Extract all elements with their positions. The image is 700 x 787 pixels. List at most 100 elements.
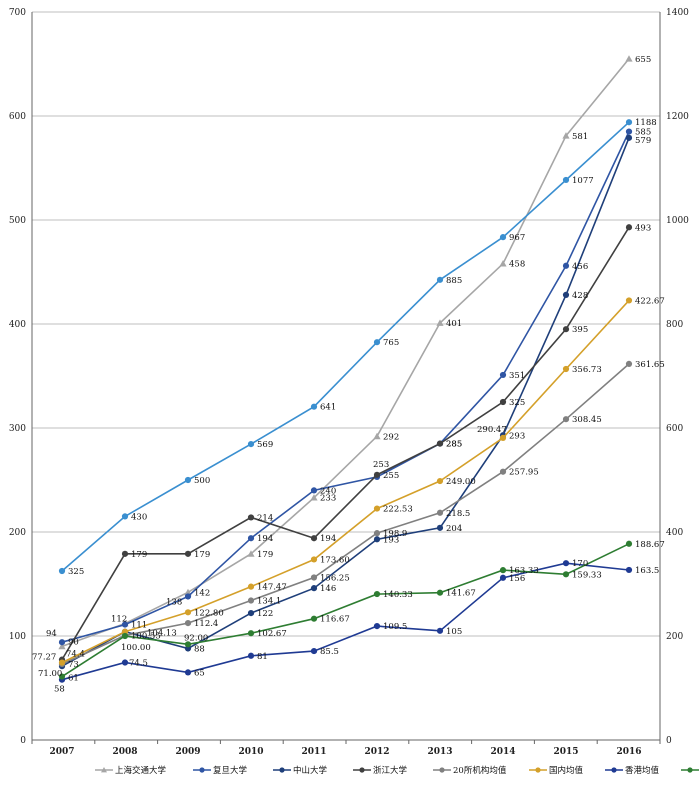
- series-0-point: [58, 642, 66, 650]
- series-4-point: [373, 530, 381, 537]
- data-label: 292: [383, 432, 399, 442]
- series-6-point: [310, 647, 318, 655]
- data-label: 285: [446, 440, 462, 450]
- y2-tick-label: 200: [666, 632, 683, 642]
- data-label: 218.5: [446, 509, 470, 519]
- legend-item: 浙江大学: [353, 765, 408, 776]
- series-6-point: [436, 627, 444, 634]
- legend-swatch-marker: [687, 767, 693, 773]
- series-5-point: [121, 628, 129, 635]
- x-tick-label: 2013: [427, 747, 452, 757]
- series-1-point: [310, 487, 318, 494]
- series-2-point: [247, 610, 255, 617]
- data-labels: 90 112 142 179 233 292 401 458 581 655 94 111 138 194…: [32, 55, 665, 695]
- series-8-point: [499, 234, 507, 241]
- series-2-point: [436, 524, 444, 531]
- series-7-point: [436, 589, 444, 596]
- legend-label: 上海交通大学: [115, 765, 167, 776]
- y2-tick-label: 800: [666, 320, 683, 330]
- data-label: 74.5: [129, 659, 148, 669]
- series-2-point: [625, 134, 633, 141]
- data-label: 214: [257, 513, 273, 523]
- series-6-point: [562, 560, 570, 567]
- data-label: 422.67: [635, 296, 665, 306]
- series-4-point: [625, 360, 633, 367]
- y-tick-label: 600: [9, 112, 26, 122]
- data-label: 85.5: [320, 647, 339, 657]
- data-label: 257.95: [509, 468, 539, 478]
- series-7-point: [499, 567, 507, 574]
- series-5-point: [562, 365, 570, 373]
- series-6-line: [61, 562, 630, 681]
- y-tick-label: 700: [9, 8, 26, 18]
- series-6-point: [184, 669, 192, 676]
- data-label: 179: [257, 550, 273, 560]
- legend-swatch-marker: [439, 767, 445, 773]
- legend: 上海交通大学复旦大学中山大学浙江大学20所机构均值国内均值香港均值台湾均值中国科…: [95, 765, 699, 776]
- series-7-point: [562, 571, 570, 578]
- data-label: 90: [68, 637, 79, 647]
- series-4-point: [499, 468, 507, 475]
- data-label: 173.60: [320, 555, 350, 565]
- legend-item: 香港均值: [605, 765, 660, 776]
- series-0-point: [499, 260, 507, 267]
- data-label: 188.67: [635, 540, 665, 550]
- data-label: 222.53: [383, 505, 413, 515]
- series-8-point: [436, 276, 444, 283]
- data-label: 253: [373, 460, 389, 470]
- series-1-point: [625, 128, 633, 135]
- data-label: 290.47: [477, 425, 507, 435]
- series-6-point: [247, 652, 255, 659]
- series-3-point: [499, 398, 507, 406]
- x-tick-label: 2016: [616, 747, 641, 757]
- legend-swatch-marker: [199, 767, 205, 773]
- legend-item: 上海交通大学: [95, 765, 167, 776]
- series-5-point: [310, 556, 318, 563]
- legend-swatch-marker: [101, 767, 107, 773]
- x-tick-label: 2011: [301, 747, 326, 757]
- data-label: 156: [509, 574, 525, 584]
- data-label: 105: [446, 627, 462, 637]
- y-tick-label: 300: [9, 424, 26, 434]
- data-label: 1077: [572, 176, 594, 186]
- data-label: 100.00: [121, 643, 151, 653]
- series-8-point: [184, 476, 192, 484]
- series-6-point: [373, 623, 381, 630]
- series-5-point: [58, 659, 66, 666]
- data-label: 92.00: [184, 633, 208, 643]
- series-2-line: [61, 137, 630, 667]
- series-5-point: [436, 477, 444, 485]
- data-label: 204: [446, 524, 462, 534]
- data-label: 285: [446, 440, 462, 450]
- series-8-point: [562, 176, 570, 184]
- series-3-point: [562, 326, 570, 333]
- series-3-point: [373, 471, 381, 478]
- y-tick-label: 200: [9, 528, 26, 538]
- data-label: 61: [68, 674, 79, 684]
- series-7-point: [625, 540, 633, 547]
- y-tick-label: 400: [9, 320, 26, 330]
- data-label: 458: [509, 260, 525, 270]
- data-label: 194: [257, 534, 273, 544]
- data-label: 655: [635, 55, 651, 65]
- data-label: 138: [166, 597, 182, 607]
- series-3-point: [184, 550, 192, 557]
- series-8-line: [61, 121, 630, 572]
- data-label: 179: [194, 550, 210, 560]
- data-label: 140.33: [383, 590, 413, 600]
- series-0-point: [436, 319, 444, 326]
- data-label: 233: [320, 494, 336, 504]
- series-8-point: [58, 567, 66, 575]
- series-7-point: [373, 590, 381, 598]
- series-0-point: [625, 55, 633, 62]
- x-tick-label: 2014: [490, 747, 515, 757]
- data-label: 493: [635, 223, 651, 233]
- data-label: 102.67: [257, 629, 287, 639]
- legend-swatch-marker: [359, 767, 365, 773]
- series-8-point: [625, 119, 633, 126]
- series-4-point: [184, 620, 192, 627]
- data-label: 142: [194, 588, 210, 598]
- data-label: 104.13: [147, 629, 177, 639]
- data-label: 585: [635, 128, 651, 138]
- series-6-point: [625, 566, 633, 574]
